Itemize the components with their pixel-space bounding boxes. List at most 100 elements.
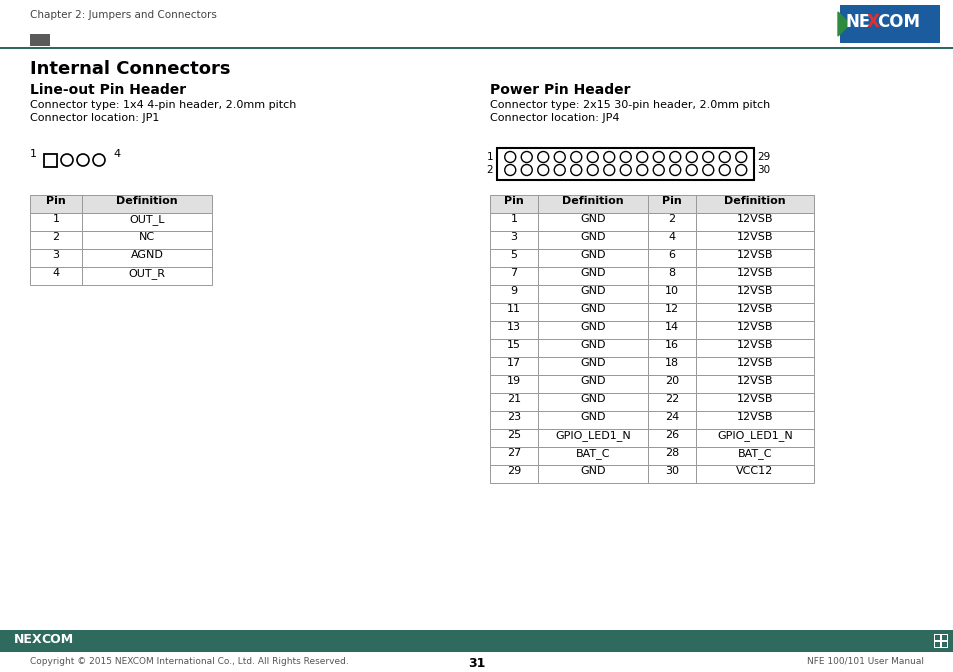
Text: 4: 4 [668, 232, 675, 242]
Bar [647, 465, 696, 483]
Text: 30: 30 [757, 165, 770, 175]
Text: X: X [866, 13, 879, 31]
Text: 1: 1 [510, 214, 517, 224]
Bar [941, 642, 946, 647]
Bar [490, 375, 537, 393]
Bar [941, 635, 946, 640]
Bar [537, 249, 647, 267]
Text: GPIO_LED1_N: GPIO_LED1_N [717, 430, 792, 441]
Bar [537, 393, 647, 411]
Text: NFE 100/101 User Manual: NFE 100/101 User Manual [806, 657, 923, 666]
Text: GND: GND [579, 268, 605, 278]
Text: 26: 26 [664, 430, 679, 440]
Text: 12: 12 [664, 304, 679, 314]
Bar [537, 213, 647, 231]
Bar [490, 411, 537, 429]
Bar [696, 465, 813, 483]
Text: 12VSB: 12VSB [736, 412, 773, 422]
Polygon shape [837, 12, 849, 36]
Bar [537, 195, 647, 213]
Text: 29: 29 [757, 152, 770, 162]
Bar [490, 465, 537, 483]
Bar [696, 447, 813, 465]
Text: NE: NE [845, 13, 870, 31]
Bar [934, 642, 939, 647]
Bar [30, 34, 50, 46]
Bar [696, 375, 813, 393]
Text: NE: NE [14, 633, 32, 646]
Text: 12VSB: 12VSB [736, 376, 773, 386]
Text: 12VSB: 12VSB [736, 304, 773, 314]
Text: GND: GND [579, 340, 605, 350]
Bar [647, 321, 696, 339]
Text: Pin: Pin [46, 196, 66, 206]
Bar [647, 411, 696, 429]
Text: Connector location: JP1: Connector location: JP1 [30, 113, 159, 123]
Bar [490, 195, 537, 213]
Text: 1: 1 [52, 214, 59, 224]
Text: 13: 13 [506, 322, 520, 332]
Text: VCC12: VCC12 [736, 466, 773, 476]
Bar [647, 357, 696, 375]
Text: 31: 31 [468, 657, 485, 670]
Bar [30, 267, 82, 285]
Bar [934, 635, 939, 640]
Text: BAT_C: BAT_C [737, 448, 771, 459]
Text: COM: COM [41, 633, 73, 646]
Text: 28: 28 [664, 448, 679, 458]
Text: 1: 1 [486, 152, 493, 162]
Text: Connector type: 2x15 30-pin header, 2.0mm pitch: Connector type: 2x15 30-pin header, 2.0m… [490, 100, 769, 110]
Bar [647, 267, 696, 285]
Text: 2: 2 [486, 165, 493, 175]
Bar [537, 357, 647, 375]
Text: AGND: AGND [131, 250, 163, 260]
Text: COM: COM [876, 13, 919, 31]
Text: 17: 17 [506, 358, 520, 368]
Bar [696, 249, 813, 267]
Bar [30, 213, 82, 231]
Text: Power Pin Header: Power Pin Header [490, 83, 630, 97]
Text: 21: 21 [506, 394, 520, 404]
Bar [696, 357, 813, 375]
Bar [933, 634, 947, 648]
Bar [0, 47, 953, 49]
Text: 10: 10 [664, 286, 679, 296]
Bar [647, 429, 696, 447]
Text: 12VSB: 12VSB [736, 358, 773, 368]
Text: 4: 4 [112, 149, 120, 159]
Text: GND: GND [579, 214, 605, 224]
Bar [696, 339, 813, 357]
Bar [537, 231, 647, 249]
Bar [696, 213, 813, 231]
Text: Definition: Definition [561, 196, 623, 206]
Bar [490, 429, 537, 447]
Bar [0, 0, 953, 55]
Bar [490, 357, 537, 375]
Text: 16: 16 [664, 340, 679, 350]
Text: 18: 18 [664, 358, 679, 368]
Bar [696, 411, 813, 429]
Bar [82, 249, 212, 267]
Text: 3: 3 [510, 232, 517, 242]
Text: 3: 3 [52, 250, 59, 260]
Bar [696, 267, 813, 285]
Text: 22: 22 [664, 394, 679, 404]
Bar [647, 393, 696, 411]
Bar [647, 375, 696, 393]
Text: 12VSB: 12VSB [736, 394, 773, 404]
Text: 6: 6 [668, 250, 675, 260]
Text: GND: GND [579, 466, 605, 476]
Bar [82, 231, 212, 249]
Text: 12VSB: 12VSB [736, 214, 773, 224]
Text: OUT_R: OUT_R [129, 268, 165, 279]
Text: 12VSB: 12VSB [736, 268, 773, 278]
Text: GND: GND [579, 250, 605, 260]
Text: 15: 15 [506, 340, 520, 350]
Text: 20: 20 [664, 376, 679, 386]
Text: 1: 1 [30, 149, 37, 159]
Text: 12VSB: 12VSB [736, 322, 773, 332]
Text: GND: GND [579, 376, 605, 386]
Bar [490, 213, 537, 231]
Text: 12VSB: 12VSB [736, 232, 773, 242]
Text: 11: 11 [506, 304, 520, 314]
